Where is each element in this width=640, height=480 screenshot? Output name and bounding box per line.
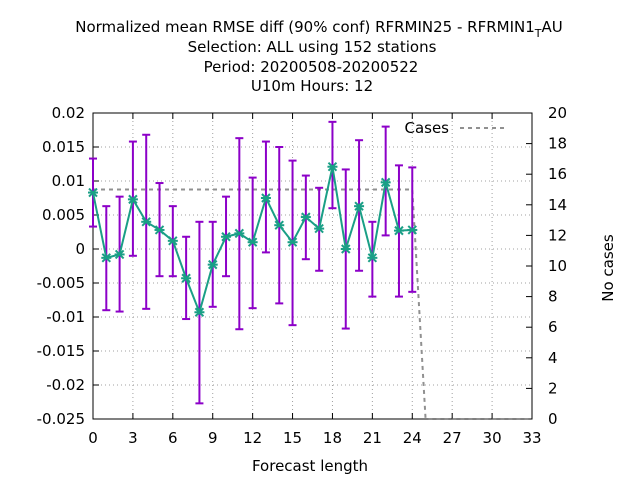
x-tick-label: 30	[483, 429, 502, 447]
legend: Cases	[404, 119, 506, 137]
data-point	[354, 201, 365, 211]
data-point	[167, 236, 178, 246]
data-point	[221, 232, 232, 242]
x-axis-label: Forecast length	[252, 457, 368, 475]
x-tick-label: 21	[363, 429, 382, 447]
y-tick-label: 0.005	[42, 206, 85, 224]
data-point	[393, 225, 404, 236]
data-point	[181, 273, 192, 283]
y2-tick-label: 12	[548, 226, 567, 244]
x-tick-label: 24	[403, 429, 422, 447]
data-point	[380, 177, 391, 188]
data-point	[141, 217, 152, 227]
data-point	[247, 237, 258, 247]
y-tick-label: -0.025	[37, 410, 85, 428]
x-tick-label: 9	[208, 429, 218, 447]
data-point	[101, 253, 112, 263]
y2-tick-label: 2	[548, 379, 558, 397]
y-axis-left: 0.02 0.015 0.01 0.005 0 -0.005 -0.01 -0.015 -0.0…	[37, 104, 99, 428]
title: Normalized mean RMSE diff (90% conf) RFR…	[75, 18, 563, 95]
cases-line	[93, 188, 532, 420]
y2-tick-label: 10	[548, 257, 567, 275]
x-axis: 0 3 6 9 12 15 18 21 24 27 30 33	[88, 113, 542, 447]
data-point	[314, 223, 325, 234]
x-tick-label: 33	[522, 429, 541, 447]
y2-tick-label: 0	[548, 410, 558, 428]
data-point	[234, 228, 245, 239]
title-line-4: U10m Hours: 12	[251, 77, 373, 95]
x-tick-label: 3	[128, 429, 138, 447]
data-point	[407, 225, 418, 235]
x-tick-label: 15	[283, 429, 302, 447]
data-point	[287, 237, 298, 247]
data-point	[367, 253, 378, 263]
x-tick-label: 12	[243, 429, 262, 447]
y-tick-label: -0.01	[46, 308, 85, 326]
title-suffix: AU	[542, 18, 563, 36]
title-line-1: Normalized mean RMSE diff (90% conf) RFR…	[75, 18, 563, 40]
x-tick-label: 6	[168, 429, 178, 447]
data-point	[154, 225, 165, 235]
y-tick-label: -0.02	[46, 376, 85, 394]
data-point	[340, 244, 351, 254]
cases-series	[93, 188, 532, 420]
y2-tick-label: 14	[548, 196, 567, 214]
rmse-diff-series	[88, 162, 418, 317]
y2-tick-label: 6	[548, 318, 558, 336]
y2-tick-label: 16	[548, 165, 567, 183]
y-tick-label: 0.02	[52, 104, 85, 122]
title-line-3: Period: 20200508-20200522	[204, 58, 419, 76]
x-tick-label: 27	[443, 429, 462, 447]
data-point	[274, 220, 285, 230]
y-tick-label: 0.01	[52, 172, 85, 190]
x-tick-label: 0	[88, 429, 98, 447]
title-subscript: T	[534, 27, 542, 40]
y-tick-label: 0	[75, 240, 85, 258]
y-axis-right: 0 2 4 6 8 10 12 14 16 18 20	[526, 104, 567, 428]
data-point	[207, 259, 218, 270]
data-point	[327, 162, 338, 172]
x-tick-label: 18	[323, 429, 342, 447]
y2-tick-label: 4	[548, 349, 558, 367]
data-point	[127, 194, 138, 205]
y2-tick-label: 20	[548, 104, 567, 122]
error-bars	[89, 120, 417, 405]
y2-tick-label: 18	[548, 135, 567, 153]
y-tick-label: -0.005	[37, 274, 85, 292]
title-line-2: Selection: ALL using 152 stations	[188, 38, 437, 56]
y-tick-label: 0.015	[42, 138, 85, 156]
legend-label-cases: Cases	[404, 119, 449, 137]
data-point	[300, 212, 311, 222]
y2-axis-label: No cases	[599, 234, 617, 302]
y-tick-label: -0.015	[37, 342, 85, 360]
data-point	[194, 307, 205, 317]
data-point	[88, 187, 98, 198]
y2-tick-label: 8	[548, 288, 558, 306]
data-point	[114, 249, 125, 260]
data-point	[260, 193, 271, 203]
